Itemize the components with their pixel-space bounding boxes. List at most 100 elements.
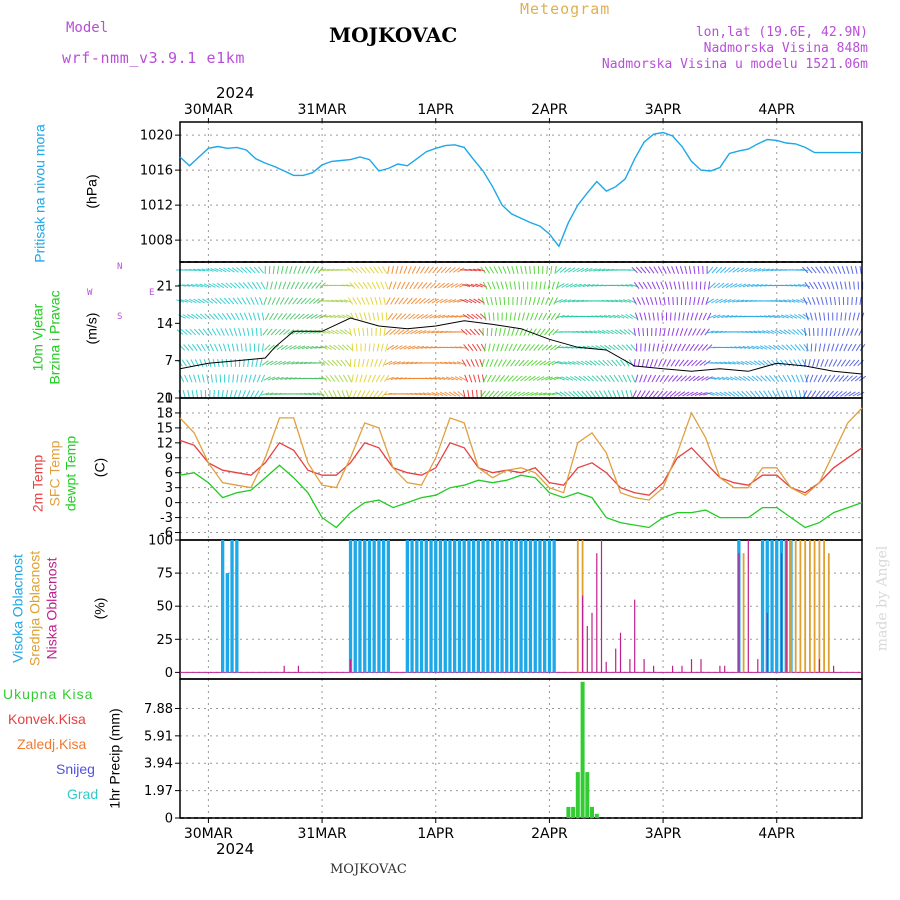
wind-arrow [528,296,532,306]
wind-arrow [597,268,606,272]
wind-arrow [215,297,222,305]
wind-arrow [701,344,708,351]
wind-arrow [744,267,753,273]
wind-arrow [267,376,276,381]
wind-arrow [838,296,841,306]
wind-arrow [259,358,263,368]
wind-arrow [686,391,694,397]
wind-arrow [232,374,234,383]
wind-arrow [362,281,368,290]
wind-arrow [474,359,479,367]
wind-arrow [186,359,192,367]
wind-arrow [448,391,456,397]
legend-convective-rain: Konvek.Kisa [8,711,86,727]
wind-arrow [507,375,514,382]
wind-arrow [460,298,469,304]
high-cloud-bar [552,540,556,673]
wind-arrow [461,359,467,367]
wind-arrow [853,359,860,367]
wind-arrow [469,328,476,336]
high-cloud-bar [235,540,239,673]
wind-arrow [724,267,731,273]
wind-arrow [182,284,191,287]
low-cloud-bar [619,632,622,673]
wind-arrow [180,329,188,335]
wind-arrow [347,267,354,273]
wind-arrow [782,374,788,383]
wind-arrow [693,297,696,305]
wind-arrow [417,281,424,290]
wind-arrow [595,345,604,350]
wind-arrow [611,359,618,367]
wind-arrow [738,346,747,349]
low-cloud-bar [582,595,584,673]
wind-arrow [191,390,194,398]
wind-arrow [649,359,654,367]
wind-arrow [856,391,865,397]
bottom-day-label: 31MAR [297,826,346,842]
wind-arrow [827,312,830,321]
wind-arrow [274,360,282,366]
wind-arrow [820,359,825,367]
wind-arrow [485,296,489,306]
wind-arrow [648,312,651,321]
wind-arrow [257,312,261,321]
wind-arrow [601,329,610,335]
wind-arrow [557,282,565,289]
wind-arrow [684,265,688,275]
wind-arrow [631,374,636,383]
wind-arrow [818,312,822,321]
wind-arrow [303,361,312,365]
wind-arrow [450,315,459,318]
wind-arrow [452,299,461,303]
wind-arrow [652,343,655,352]
wind-arrow [324,315,333,318]
wind-arrow [614,299,623,303]
low-cloud-bar [643,659,645,673]
wind-arrow [827,390,834,398]
wind-arrow [388,360,397,366]
wind-arrow [695,359,702,367]
wind-arrow [627,298,636,304]
wind-arrow [520,375,527,382]
wind-arrow [268,265,271,275]
wind-arrow [753,330,762,334]
wind-arrow [313,266,320,274]
wind-arrow [606,359,614,367]
wind-arrow [401,361,410,365]
wind-arrow [318,346,327,349]
wind-arrow [233,390,238,398]
wind-arrow [569,346,578,349]
wind-arrow [524,344,531,351]
wind-arrow [427,330,435,334]
y-tick-label: 1012 [140,199,173,214]
wind-arrow [460,329,468,335]
wind-arrow [689,343,695,352]
wind-arrow [489,359,494,367]
wind-arrow [831,390,839,398]
y-tick-label: 1008 [140,234,173,249]
wind-arrow [832,359,838,367]
wind-arrow [369,390,375,398]
wind-arrow [833,327,837,337]
wind-arrow [776,390,781,398]
wind-arrow [236,343,239,352]
wind-arrow [438,282,446,289]
wind-arrow [686,359,694,367]
wind-arrow [764,375,771,382]
y-tick-label: 18 [156,406,173,421]
wind-arrow [353,358,356,368]
wind-arrow [302,313,310,320]
high-cloud-bar [225,573,229,673]
wind-arrow [576,360,585,366]
low-cloud-bar [738,553,740,673]
wind-arrow [571,299,580,303]
wind-arrow [294,281,300,290]
wind-arrow [241,297,247,305]
wind-arrow [182,314,190,319]
wind-arrow [492,312,495,321]
wind-arrow [565,346,574,349]
wind-arrow [297,313,305,320]
y-tick-label: 1.97 [144,784,173,799]
wind-arrow [557,376,565,381]
